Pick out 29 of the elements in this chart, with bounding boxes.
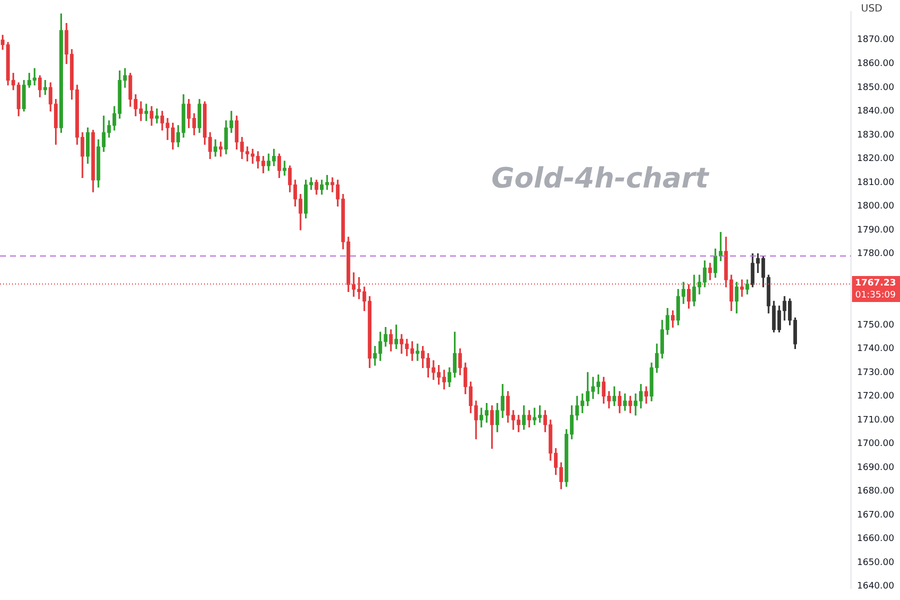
text: 01:35:09 [855, 290, 896, 300]
ref-line-label: 1767.23 [855, 278, 896, 288]
y-tick-label: 1840.00 [857, 106, 894, 117]
y-tick-label: 1870.00 [857, 35, 894, 46]
y-tick-label: 1710.00 [857, 415, 894, 426]
y-tick-label: 1720.00 [857, 392, 894, 402]
y-tick-label: 1820.00 [857, 154, 894, 164]
y-tick-label: 1700.00 [857, 439, 894, 450]
y-tick-label: 1850.00 [857, 82, 894, 93]
candlestick [282, 160, 286, 176]
y-tick-label: 1660.00 [857, 534, 894, 544]
y-tick-label: 1730.00 [857, 368, 894, 378]
y-tick-label: 1800.00 [857, 202, 894, 212]
candlestick [740, 279, 744, 297]
y-tick-label: 1680.00 [857, 486, 894, 497]
text: Gold-4h-chart [491, 161, 710, 194]
y-tick-label: 1780.00 [857, 249, 894, 260]
candlestick [416, 344, 420, 361]
y-tick-label: 1670.00 [857, 510, 894, 520]
y-axis-title: USD [861, 4, 883, 15]
y-tick-label: 1810.00 [857, 178, 894, 188]
y-tick-label: 1690.00 [857, 462, 894, 473]
y-tick-label: 1740.00 [857, 344, 894, 354]
y-tick-label: 1830.00 [857, 130, 894, 140]
y-tick-label: 1790.00 [857, 225, 894, 236]
y-tick-label: 1860.00 [857, 59, 894, 69]
y-tick-label: 1750.00 [857, 320, 894, 330]
y-tick-label: 1640.00 [857, 582, 894, 592]
y-tick-label: 1650.00 [857, 558, 894, 568]
